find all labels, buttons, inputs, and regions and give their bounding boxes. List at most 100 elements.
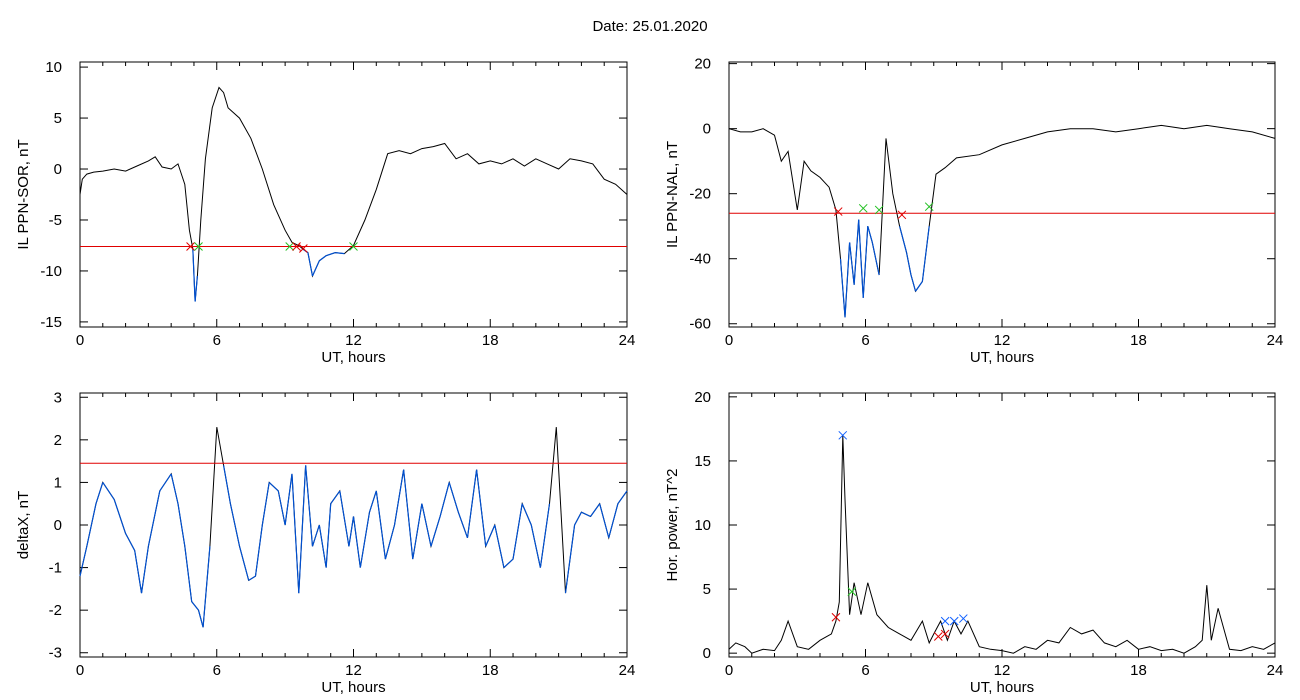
marker-green [285,242,295,251]
below-threshold-segment [147,490,161,547]
below-threshold-segment [159,473,172,492]
x-tick-label: 12 [994,662,1011,679]
below-threshold-segment [177,503,186,547]
x-tick-label: 0 [725,332,733,349]
marker-stroke [940,616,950,626]
below-threshold-segment [867,226,873,243]
below-threshold-segment [844,242,851,318]
x-tick-label: 0 [725,662,733,679]
below-threshold-segment [617,490,628,505]
below-threshold-segment [318,255,327,262]
below-threshold-segment [277,490,286,526]
below-threshold-segment [348,516,355,547]
x-tick-label: 12 [345,662,362,679]
below-threshold-segment [403,469,414,560]
below-threshold-segment [134,550,143,594]
below-threshold-segment [539,503,551,568]
y-tick-label: 5 [54,110,62,127]
marker-blue [940,616,950,626]
marker-stroke [958,614,968,623]
below-threshold-segment [485,524,496,547]
y-tick-label: 20 [694,389,711,406]
y-tick-label: 20 [694,56,711,73]
x-tick-label: 18 [482,332,499,349]
below-threshold-segment [905,252,912,276]
below-threshold-segment [475,469,487,547]
below-threshold-segment [102,482,115,500]
y-tick-label: -15 [40,314,62,331]
below-threshold-segment [466,469,478,538]
below-threshold-segment [140,546,149,594]
marker-green [874,205,884,215]
x-axis-title: UT, hours [321,349,385,366]
below-threshold-segment [899,226,908,253]
below-threshold-segment [307,252,314,277]
marker-stroke [186,242,195,251]
below-threshold-segment [184,546,193,602]
x-tick-label: 12 [345,332,362,349]
marker-red [292,242,301,251]
below-threshold-segment [194,275,198,302]
y-tick-label: 3 [54,389,62,406]
below-threshold-segment [305,465,314,547]
marker-stroke [838,430,848,440]
marker-stroke [847,587,857,596]
marker-red [186,242,195,251]
below-threshold-segment [311,524,320,547]
y-tick-label: 5 [703,581,711,598]
marker-stroke [858,203,868,213]
marker-green [349,242,358,251]
y-tick-label: -40 [689,251,711,268]
marker-blue [958,614,968,623]
below-threshold-segment [839,258,846,318]
below-threshold-segment [915,281,923,292]
below-threshold-segment [284,473,293,526]
below-threshold-segment [197,610,204,628]
plot-frame [728,392,1276,658]
below-threshold-segment [229,503,241,547]
panel-deltax: 0 6 12 18 24 3 2 1 0 -1 -2 -3 UT, hours deltaX, nT [15,389,635,696]
y-tick-label: 10 [45,59,62,76]
below-threshold-segment [202,546,211,628]
plot-frame [728,61,1276,328]
below-threshold-segment [910,274,917,292]
panel-il-ppn-sor: 0 6 12 18 24 10 5 0 -5 -10 -15 UT, hours IL PPN-SOR,… [15,59,635,366]
marker-green [847,587,857,596]
below-threshold-segment [298,465,307,594]
plot-frame [79,392,628,658]
below-threshold-segment [238,546,250,581]
below-threshold-segment [113,499,127,534]
below-threshold-segment [430,516,441,547]
below-threshold-segment [448,482,459,513]
y-tick-label: 10 [694,517,711,534]
x-axis-title: UT, hours [970,349,1034,366]
below-threshold-segment [862,226,869,298]
y-tick-label: 1 [54,474,62,491]
below-threshold-segment [530,524,541,568]
below-threshold-segment [330,490,341,505]
marker-stroke [194,242,203,251]
below-threshold-segment [86,503,97,547]
marker-stroke [285,242,295,251]
marker-stroke [949,616,959,626]
below-threshold-segment [368,490,377,513]
x-tick-label: 6 [861,332,869,349]
marker-stroke [292,242,301,251]
x-tick-label: 12 [994,332,1011,349]
below-threshold-segment [359,512,371,568]
marker-stroke [831,612,841,622]
marker-red [897,210,907,220]
figure-title: Date: 25.01.2020 [592,18,708,35]
x-axis-title: UT, hours [321,679,385,696]
below-threshold-segment [858,219,864,298]
below-threshold-segment [599,503,610,538]
panel-hor-power: 0 6 12 18 24 20 15 10 5 0 UT, hours Hor. power, nT^… [664,389,1283,696]
below-threshold-segment [848,242,855,285]
below-threshold-segment [125,533,136,551]
below-threshold-segment [871,242,880,276]
below-threshold-segment [291,473,300,594]
below-threshold-segment [412,503,423,560]
y-tick-label: -10 [40,263,62,280]
marker-blue [949,616,959,626]
y-tick-label: 0 [54,161,62,178]
